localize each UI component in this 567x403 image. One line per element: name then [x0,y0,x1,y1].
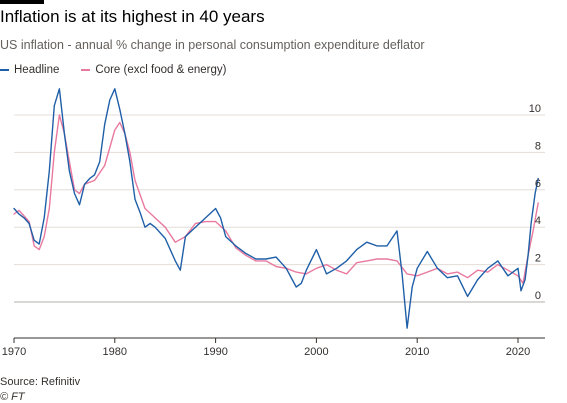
x-tick-label: 2000 [304,346,328,358]
source-note: Source: Refinitiv [0,376,81,388]
y-tick-label: 8 [535,140,541,152]
y-tick-label: 4 [535,215,541,227]
legend-label-headline: Headline [14,64,60,76]
grid-lines [14,114,545,303]
title-accent-bar [0,0,44,4]
x-tick-label: 1990 [203,346,227,358]
chart-subtitle: US inflation - annual % change in person… [0,38,425,52]
legend-item-core: Core (excl food & energy) [81,64,226,76]
y-tick-label: 2 [535,253,541,265]
legend-item-headline: Headline [0,64,59,76]
x-tick-label: 1970 [2,346,26,358]
chart-title: Inflation is at its highest in 40 years [0,7,265,26]
y-axis: 0 2 4 6 8 10 [529,103,541,302]
chart-legend: Headline Core (excl food & energy) [0,64,226,76]
y-tick-label: 6 [535,178,541,190]
x-tick-label: 2010 [405,346,429,358]
ft-credit: © FT [0,391,25,403]
x-axis: 1970 1980 1990 2000 2010 2020 [2,337,545,358]
x-tick-label: 2020 [506,346,530,358]
y-tick-label: 10 [529,103,541,115]
x-tick-label: 1980 [103,346,127,358]
y-tick-label: 0 [535,290,541,302]
legend-label-core: Core (excl food & energy) [95,64,227,76]
series-line-headline [13,88,539,329]
legend-swatch-headline [0,69,9,71]
legend-swatch-core [81,69,91,71]
series-lines [13,88,539,329]
